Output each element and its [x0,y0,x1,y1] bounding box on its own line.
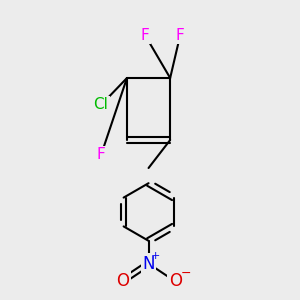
Text: F: F [176,28,184,43]
Text: −: − [181,267,192,280]
Text: F: F [97,148,105,163]
Text: O: O [169,272,182,290]
Text: +: + [151,251,160,261]
Text: N: N [142,255,155,273]
Text: F: F [141,28,149,43]
Text: Cl: Cl [94,98,109,112]
Text: O: O [116,272,129,290]
